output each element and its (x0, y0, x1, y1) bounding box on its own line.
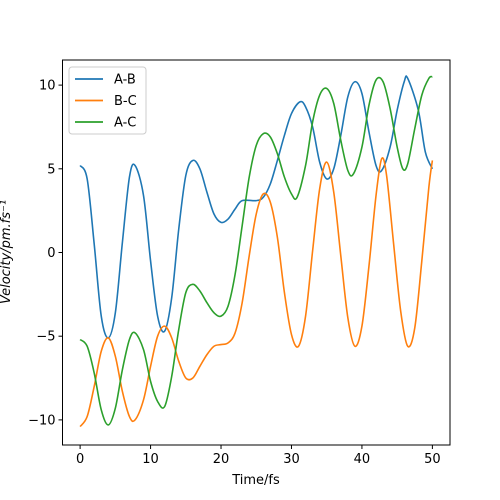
y-tick-label: 5 (47, 162, 55, 177)
y-tick-label: −5 (36, 330, 55, 345)
x-axis-title: Time/fs (231, 473, 280, 488)
y-axis-ticks: −10 −5 0 5 10 (28, 79, 63, 428)
series-line-a-c (79, 75, 433, 426)
legend-label-a-c: A-C (114, 116, 136, 131)
legend-label-b-c: B-C (114, 94, 137, 109)
y-axis-title: Velocity/pm.fs⁻¹ (0, 200, 14, 304)
legend-box (68, 66, 147, 135)
x-tick-label: 50 (424, 452, 441, 467)
legend-label-a-b: A-B (114, 73, 136, 88)
y-tick-label: 10 (39, 79, 56, 94)
x-tick-label: 40 (354, 452, 371, 467)
legend-items: A-B B-C A-C (75, 73, 137, 131)
y-tick-label: 0 (47, 246, 55, 261)
series-line-b-c (79, 157, 434, 428)
x-tick-label: 20 (213, 452, 230, 467)
y-tick-label: −10 (28, 413, 55, 428)
x-axis-ticks: 0 10 20 30 40 50 (76, 445, 441, 467)
x-tick-label: 0 (76, 452, 84, 467)
series-line-a-b (79, 75, 434, 339)
legend: A-B B-C A-C (68, 66, 147, 135)
x-tick-label: 30 (283, 452, 300, 467)
series-layer (79, 75, 434, 428)
x-tick-label: 10 (142, 452, 159, 467)
